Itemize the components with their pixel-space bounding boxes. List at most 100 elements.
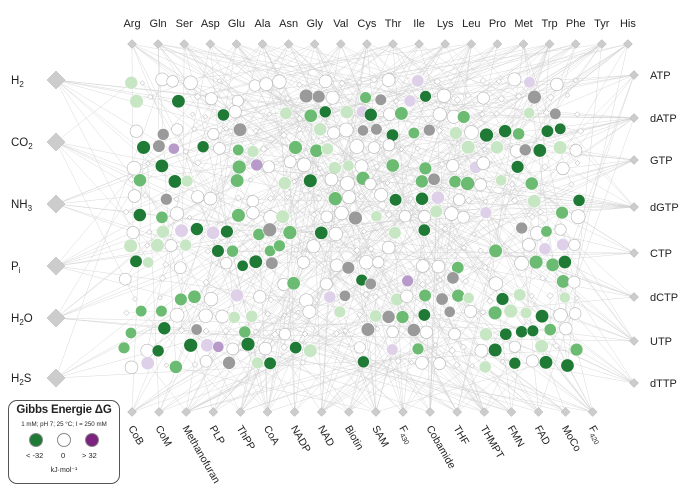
compound-node xyxy=(164,239,178,252)
inorganic-label: CO2 xyxy=(11,137,33,151)
compound-node xyxy=(359,91,372,104)
reaction-junction xyxy=(296,115,304,122)
amino-acid-node xyxy=(127,39,137,49)
reaction-junction xyxy=(479,111,486,118)
amino-acid-label: Tyr xyxy=(594,18,610,30)
compound-node xyxy=(248,79,261,92)
reaction-junction xyxy=(408,359,415,366)
compound-node xyxy=(277,176,292,190)
network-edge xyxy=(194,85,256,130)
compound-node xyxy=(418,161,433,176)
nucleotide-label: dCTP xyxy=(650,292,678,304)
network-edge xyxy=(456,184,513,413)
network-edge xyxy=(232,43,629,350)
network-edge xyxy=(392,165,539,413)
compound-node xyxy=(340,176,355,191)
compound-node xyxy=(140,356,155,371)
compound-node xyxy=(183,337,198,353)
network-edge xyxy=(181,43,629,331)
network-edge xyxy=(535,261,635,342)
compound-node xyxy=(198,308,213,323)
reaction-junction xyxy=(356,79,363,86)
compound-node xyxy=(432,107,447,122)
inorganic-node xyxy=(46,132,66,152)
network-edge xyxy=(471,43,519,97)
compound-node xyxy=(543,323,557,337)
network-edge xyxy=(285,112,635,384)
network-edge xyxy=(159,43,550,298)
reaction-junction xyxy=(446,244,453,251)
network-edge xyxy=(310,115,322,413)
nucleotide-label: GTP xyxy=(650,155,673,167)
network-edge xyxy=(467,79,515,96)
compound-node xyxy=(444,206,459,221)
compound-node xyxy=(156,224,170,239)
reaction-junction xyxy=(191,126,198,132)
compound-node xyxy=(510,160,525,174)
compound-node xyxy=(320,142,334,156)
cofactor-label: CoA xyxy=(261,424,282,448)
network-edge xyxy=(131,43,134,233)
cofactor-label: F430 xyxy=(395,424,416,447)
network-edge xyxy=(365,97,393,136)
compound-node xyxy=(557,255,572,269)
network-edge xyxy=(55,79,256,332)
cofactor-label: FAD xyxy=(532,424,553,448)
network-edge xyxy=(380,99,485,413)
compound-node xyxy=(515,221,528,235)
compound-node xyxy=(382,138,396,152)
compound-node xyxy=(265,256,279,270)
compound-node xyxy=(150,238,165,253)
network-edge xyxy=(185,43,341,246)
reaction-junction xyxy=(144,242,151,249)
network-edge xyxy=(388,247,635,342)
compound-node xyxy=(278,328,291,341)
reaction-junction xyxy=(441,225,448,232)
reaction-junction xyxy=(264,310,271,318)
network-edge xyxy=(184,43,332,180)
compound-node xyxy=(272,74,287,89)
compound-node xyxy=(490,140,504,155)
reaction-junction xyxy=(497,95,506,103)
reaction-junction xyxy=(296,126,303,133)
compound-node xyxy=(318,74,333,88)
compound-node xyxy=(154,158,169,173)
compound-node xyxy=(160,193,173,206)
compound-node xyxy=(232,143,245,156)
reaction-junction xyxy=(280,131,288,139)
compound-node xyxy=(246,206,260,220)
compound-node xyxy=(303,343,318,358)
cofactor-label: Biotin xyxy=(342,424,366,453)
amino-acid-label: Phe xyxy=(566,18,586,30)
network-edge xyxy=(401,149,423,199)
network-edge xyxy=(161,310,208,346)
network-edge xyxy=(213,79,515,413)
compound-node xyxy=(540,124,554,138)
compound-node xyxy=(488,276,503,291)
network-edge xyxy=(425,43,628,97)
compound-node xyxy=(415,356,429,370)
amino-acid-node xyxy=(231,39,242,49)
compound-node xyxy=(360,322,375,337)
reaction-junction xyxy=(482,198,489,205)
compound-node xyxy=(245,309,259,323)
network-edge xyxy=(55,79,163,379)
reaction-junction xyxy=(146,228,153,236)
legend-label-positive: > 32 xyxy=(82,451,97,460)
compound-node xyxy=(417,223,431,237)
network-edge xyxy=(205,159,635,316)
network-edge xyxy=(194,128,635,208)
reaction-junction xyxy=(280,343,288,351)
compound-node xyxy=(348,210,363,226)
compound-node xyxy=(179,238,193,252)
cofactor-node xyxy=(208,407,219,417)
compound-node xyxy=(507,72,522,87)
compound-node xyxy=(342,190,356,205)
compound-node xyxy=(519,306,533,319)
reaction-junction xyxy=(310,211,318,219)
amino-acid-label: Lys xyxy=(437,18,454,30)
reaction-junction xyxy=(515,92,523,100)
network-edge xyxy=(424,216,635,298)
cofactor-label: NAD xyxy=(315,424,337,450)
inorganic-node xyxy=(46,256,66,276)
